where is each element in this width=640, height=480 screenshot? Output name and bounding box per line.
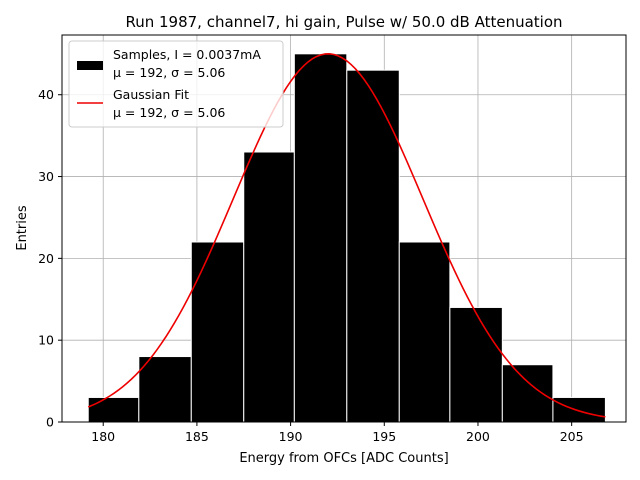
x-axis-ticks: 180 185 190 195 200 205: [91, 422, 584, 444]
plot-frame: [61, 34, 627, 423]
x-axis-label: Energy from OFCs [ADC Counts]: [239, 451, 448, 466]
y-tick-label: 30: [38, 169, 54, 184]
histogram-bar: [138, 356, 192, 423]
legend-stats-fit: μ = 192, σ = 5.06: [113, 105, 225, 120]
histogram-bar: [243, 151, 295, 423]
legend-label-samples: Samples, I = 0.0037mA: [113, 47, 261, 62]
histogram-bar: [552, 396, 606, 423]
y-tick-label: 40: [38, 87, 54, 102]
x-tick-label: 180: [91, 429, 115, 444]
legend-box: [68, 40, 284, 128]
histogram-bar: [449, 306, 503, 423]
x-tick-label: 205: [560, 429, 584, 444]
x-tick-label: 185: [185, 429, 209, 444]
y-tick-label: 0: [46, 415, 54, 430]
histogram-bar: [293, 53, 348, 423]
x-tick-label: 195: [372, 429, 396, 444]
y-tick-label: 20: [38, 251, 54, 266]
histogram-bar: [87, 396, 140, 423]
gaussian-fit-line: [87, 53, 606, 418]
legend-label-fit: Gaussian Fit: [113, 87, 189, 102]
histogram-bars: [87, 53, 606, 423]
histogram-bar: [346, 69, 400, 423]
x-tick-label: 200: [466, 429, 490, 444]
chart-title: Run 1987, channel7, hi gain, Pulse w/ 50…: [125, 13, 562, 31]
histogram-bar: [501, 364, 554, 423]
y-axis-ticks: 0 10 20 30 40: [38, 87, 62, 430]
histogram-bar: [398, 241, 451, 423]
legend-swatch-samples: [77, 61, 103, 70]
legend-stats-samples: μ = 192, σ = 5.06: [113, 65, 225, 80]
y-tick-label: 10: [38, 333, 54, 348]
y-axis-label: Entries: [15, 205, 30, 251]
x-tick-label: 190: [279, 429, 303, 444]
histogram-bar: [190, 241, 245, 423]
legend: Samples, I = 0.0037mA μ = 192, σ = 5.06 …: [68, 40, 284, 128]
